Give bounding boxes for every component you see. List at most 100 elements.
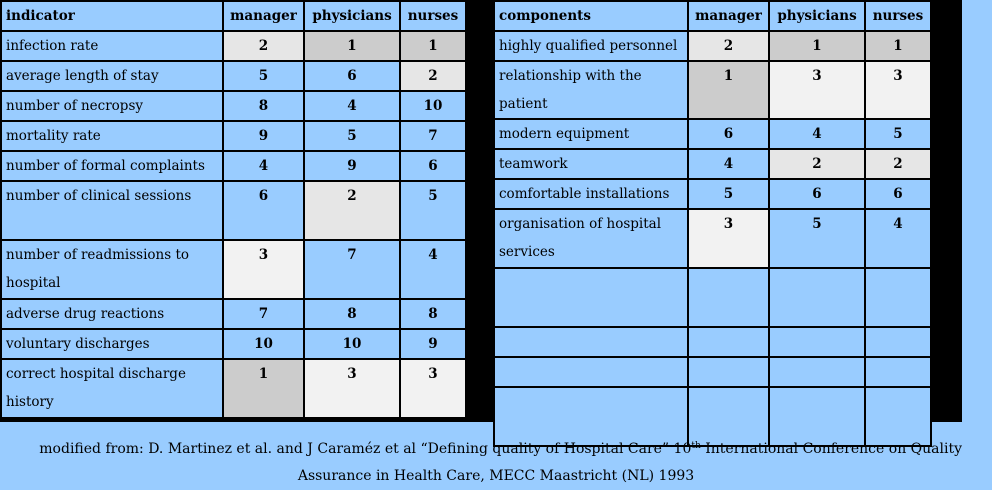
- indicator-header-1: manager: [224, 2, 303, 30]
- indicator-header-3: nurses: [401, 2, 465, 30]
- indicator-row-label: adverse drug reactions: [2, 300, 222, 328]
- component-cell-manager: 5: [689, 180, 768, 208]
- component-header-2: physicians: [770, 2, 864, 30]
- table-row: teamwork 4 2 2: [495, 150, 930, 178]
- indicator-table: indicator manager physicians nurses infectio…: [0, 0, 467, 419]
- component-row-label: highly qualified personnel: [495, 32, 687, 60]
- indicator-row-label: number of formal complaints: [2, 152, 222, 180]
- indicator-cell-manager: 9: [224, 122, 303, 150]
- indicator-cell-nurses: 9: [401, 330, 465, 358]
- component-cell-physicians: [770, 358, 864, 386]
- component-row-label: [495, 388, 687, 445]
- table-row: number of formal complaints 4 9 6: [2, 152, 465, 180]
- indicator-row-label: infection rate: [2, 32, 222, 60]
- component-cell-manager: 4: [689, 150, 768, 178]
- component-row-label: teamwork: [495, 150, 687, 178]
- indicator-cell-manager: 7: [224, 300, 303, 328]
- indicator-cell-manager: 8: [224, 92, 303, 120]
- indicator-cell-physicians: 3: [305, 360, 399, 417]
- caption-line-1: modified from: D. Martinez et al. and J …: [39, 441, 962, 457]
- indicator-cell-physicians: 4: [305, 92, 399, 120]
- component-header-row: components manager physicians nurses: [495, 2, 930, 30]
- component-cell-physicians: [770, 328, 864, 356]
- indicator-cell-physicians: 7: [305, 241, 399, 298]
- indicator-cell-physicians: 10: [305, 330, 399, 358]
- component-cell-physicians: 6: [770, 180, 864, 208]
- component-cell-nurses: [866, 269, 930, 326]
- indicator-cell-nurses: 7: [401, 122, 465, 150]
- indicator-row-label: voluntary discharges: [2, 330, 222, 358]
- indicator-cell-nurses: 10: [401, 92, 465, 120]
- indicator-row-label: mortality rate: [2, 122, 222, 150]
- indicator-cell-manager: 1: [224, 360, 303, 417]
- component-cell-nurses: 2: [866, 150, 930, 178]
- component-cell-nurses: 1: [866, 32, 930, 60]
- source-caption: modified from: D. Martinez et al. and J …: [0, 432, 962, 484]
- table-row: correct hospital discharge history 1 3 3: [2, 360, 465, 417]
- indicator-cell-nurses: 1: [401, 32, 465, 60]
- component-cell-nurses: [866, 328, 930, 356]
- component-header-0: components: [495, 2, 687, 30]
- component-row-label: [495, 328, 687, 356]
- component-cell-physicians: 2: [770, 150, 864, 178]
- table-row: mortality rate 9 5 7: [2, 122, 465, 150]
- indicator-header-row: indicator manager physicians nurses: [2, 2, 465, 30]
- table-row: [495, 358, 930, 386]
- indicator-row-label: correct hospital discharge history: [2, 360, 222, 417]
- tables-frame: indicator manager physicians nurses infectio…: [0, 0, 962, 447]
- indicator-cell-nurses: 2: [401, 62, 465, 90]
- component-cell-nurses: 4: [866, 210, 930, 267]
- table-row: average length of stay 5 6 2: [2, 62, 465, 90]
- indicator-row-label: number of clinical sessions: [2, 182, 222, 239]
- table-row: organisation of hospital services 3 5 4: [495, 210, 930, 267]
- component-cell-manager: 1: [689, 62, 768, 118]
- components-table: components manager physicians nurses highly …: [493, 0, 932, 447]
- table-row: highly qualified personnel 2 1 1: [495, 32, 930, 60]
- component-cell-physicians: [770, 269, 864, 326]
- indicator-cell-physicians: 1: [305, 32, 399, 60]
- indicator-cell-nurses: 4: [401, 241, 465, 298]
- table-row: number of clinical sessions 6 2 5: [2, 182, 465, 239]
- component-cell-nurses: 5: [866, 120, 930, 148]
- component-cell-manager: 6: [689, 120, 768, 148]
- table-row: [495, 328, 930, 356]
- indicator-cell-manager: 4: [224, 152, 303, 180]
- component-row-label: comfortable installations: [495, 180, 687, 208]
- indicator-cell-physicians: 9: [305, 152, 399, 180]
- component-cell-nurses: [866, 388, 930, 445]
- indicator-cell-physicians: 5: [305, 122, 399, 150]
- indicator-cell-nurses: 3: [401, 360, 465, 417]
- indicator-cell-manager: 6: [224, 182, 303, 239]
- indicator-row-label: average length of stay: [2, 62, 222, 90]
- component-cell-manager: 2: [689, 32, 768, 60]
- table-row: comfortable installations 5 6 6: [495, 180, 930, 208]
- component-cell-manager: [689, 269, 768, 326]
- indicator-cell-manager: 2: [224, 32, 303, 60]
- table-row: modern equipment 6 4 5: [495, 120, 930, 148]
- indicator-cell-physicians: 2: [305, 182, 399, 239]
- indicator-cell-nurses: 8: [401, 300, 465, 328]
- component-cell-nurses: 3: [866, 62, 930, 118]
- table-row: number of necropsy 8 4 10: [2, 92, 465, 120]
- indicator-cell-manager: 5: [224, 62, 303, 90]
- component-row-label: relationship with the patient: [495, 62, 687, 118]
- indicator-header-0: indicator: [2, 2, 222, 30]
- indicator-cell-physicians: 6: [305, 62, 399, 90]
- component-cell-physicians: 1: [770, 32, 864, 60]
- table-row: [495, 388, 930, 445]
- indicator-cell-manager: 3: [224, 241, 303, 298]
- indicator-row-label: number of necropsy: [2, 92, 222, 120]
- component-row-label: modern equipment: [495, 120, 687, 148]
- component-header-1: manager: [689, 2, 768, 30]
- indicator-row-label: number of readmissions to hospital: [2, 241, 222, 298]
- indicator-header-2: physicians: [305, 2, 399, 30]
- component-cell-manager: 3: [689, 210, 768, 267]
- component-row-label: [495, 358, 687, 386]
- component-cell-manager: [689, 388, 768, 445]
- component-cell-physicians: 3: [770, 62, 864, 118]
- table-row: infection rate 2 1 1: [2, 32, 465, 60]
- component-cell-nurses: 6: [866, 180, 930, 208]
- component-cell-physicians: 4: [770, 120, 864, 148]
- indicator-cell-nurses: 5: [401, 182, 465, 239]
- table-row: [495, 269, 930, 326]
